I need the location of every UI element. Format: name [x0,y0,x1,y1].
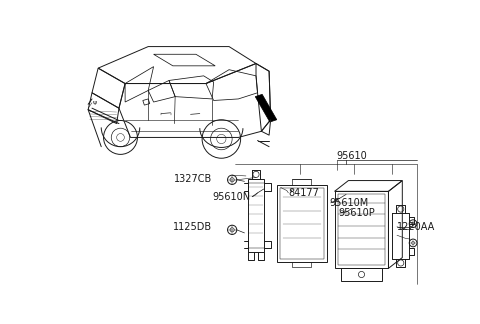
Text: 1220AA: 1220AA [397,222,435,232]
Circle shape [228,225,237,235]
Bar [335,191,388,268]
Text: 1125DB: 1125DB [173,222,212,232]
Text: 95610M: 95610M [329,198,369,208]
Bar [280,188,324,259]
Circle shape [228,175,237,184]
Text: 95610N: 95610N [213,192,251,202]
Polygon shape [255,94,277,122]
Text: 1327CB: 1327CB [174,174,212,184]
Bar [337,194,385,265]
Text: 95610P: 95610P [338,208,375,218]
Bar [277,185,327,262]
Text: ψ: ψ [92,99,96,105]
Circle shape [409,239,417,247]
Text: 84177: 84177 [288,188,319,198]
Text: 95610: 95610 [337,151,368,161]
Circle shape [409,220,417,227]
